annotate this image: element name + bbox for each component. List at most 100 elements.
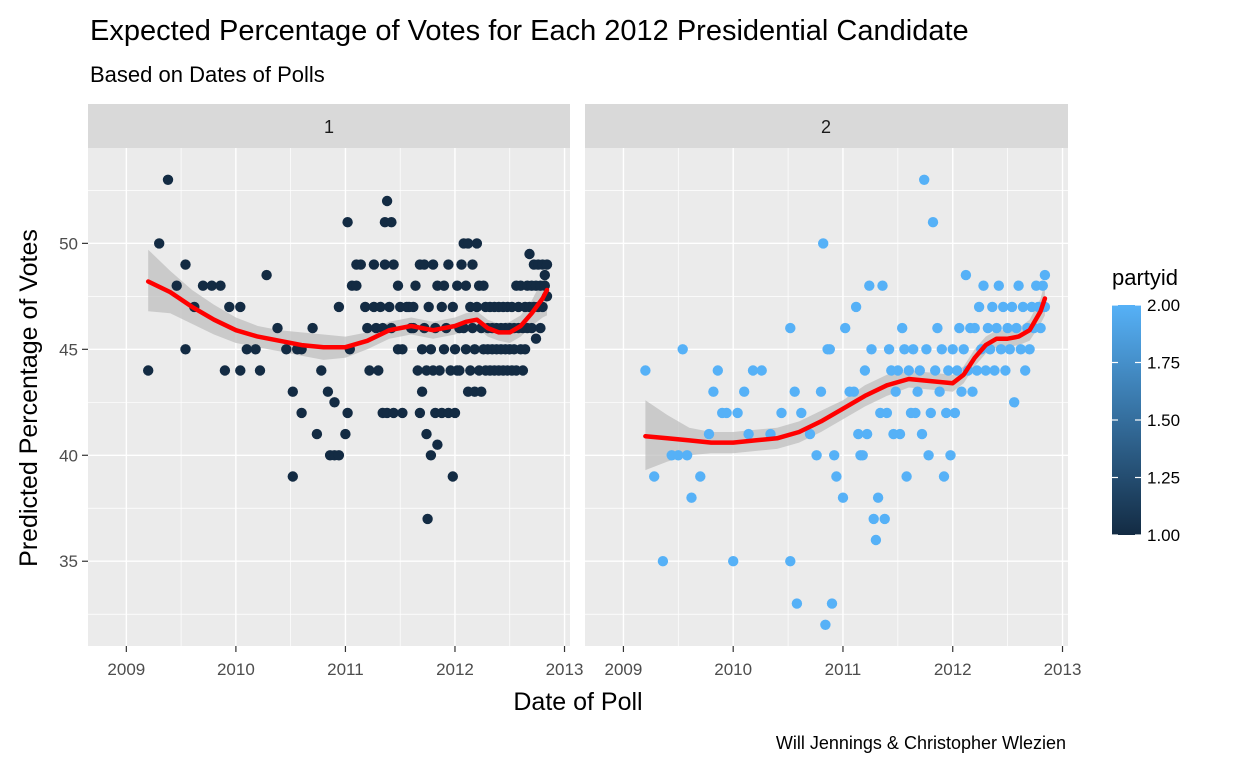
data-point (1000, 365, 1011, 376)
x-tick-label: 2010 (714, 660, 752, 679)
data-point (850, 301, 862, 313)
x-tick-label: 2013 (1044, 660, 1082, 679)
data-point (541, 259, 553, 270)
data-point (1009, 397, 1020, 408)
data-point (235, 365, 246, 376)
data-point (892, 365, 904, 376)
strip-label-1: 1 (324, 117, 334, 137)
x-axis-ticks-panel-1: 2009 2010 2011 2012 2013 (107, 646, 583, 679)
data-point (1002, 322, 1013, 334)
data-point (804, 428, 816, 440)
data-point (908, 344, 919, 355)
legend-tick-label: 2.00 (1147, 296, 1180, 315)
data-point (866, 344, 877, 355)
data-point (419, 259, 430, 270)
data-point (206, 280, 217, 291)
data-point (831, 471, 842, 482)
data-point (447, 471, 458, 482)
data-point (517, 365, 529, 376)
data-point (471, 301, 483, 313)
data-point (649, 471, 660, 482)
data-point (272, 322, 283, 334)
data-point (197, 280, 209, 291)
data-point (386, 217, 397, 228)
data-point (355, 259, 366, 270)
data-point (469, 344, 480, 355)
data-point (467, 259, 478, 270)
data-point (837, 492, 849, 503)
data-point (162, 174, 174, 185)
data-point (673, 450, 684, 461)
data-point (530, 333, 542, 344)
data-point (881, 407, 893, 419)
data-point (870, 534, 882, 546)
data-point (410, 280, 421, 291)
data-point (462, 238, 474, 249)
x-axis-title: Date of Poll (513, 688, 642, 716)
data-point (899, 344, 910, 355)
data-point (414, 407, 426, 419)
data-point (930, 365, 941, 376)
y-tick-label: 45 (59, 340, 78, 359)
data-point (971, 365, 983, 376)
data-point (829, 450, 840, 461)
x-tick-label: 2011 (825, 660, 862, 679)
data-point (840, 322, 851, 334)
legend-ticks: 2.00 1.75 1.50 1.25 1.00 (1112, 296, 1180, 545)
data-point (732, 407, 743, 419)
data-point (894, 428, 906, 440)
x-tick-label: 2012 (934, 660, 972, 679)
data-point (818, 238, 829, 249)
smooth-line (643, 296, 1048, 445)
data-point (360, 301, 371, 313)
data-point (796, 407, 807, 419)
data-point (447, 301, 458, 313)
data-point (747, 365, 759, 376)
data-point (703, 428, 715, 440)
data-point (743, 428, 754, 440)
data-point (373, 365, 384, 376)
data-point (980, 365, 991, 376)
y-axis-title: Predicted Percentage of Votes (15, 229, 43, 567)
x-axis-ticks-panel-2: 2009 2010 2011 2012 2013 (605, 646, 1082, 679)
data-point (438, 280, 450, 291)
legend-title: partyid (1112, 265, 1178, 290)
data-point (381, 195, 393, 207)
data-point (938, 471, 950, 482)
x-tick-label: 2009 (605, 660, 643, 679)
data-point (934, 386, 945, 397)
legend-tick-label: 1.25 (1147, 469, 1180, 488)
data-point (657, 556, 669, 567)
data-point (351, 280, 362, 291)
data-point (872, 492, 884, 503)
data-point (235, 301, 246, 313)
data-point (421, 428, 432, 440)
data-point (180, 259, 191, 270)
panel-background (88, 148, 570, 646)
data-point (824, 344, 835, 355)
data-point (379, 259, 391, 270)
x-tick-label: 2012 (436, 660, 474, 679)
data-point (848, 386, 860, 397)
data-point (826, 598, 838, 609)
points-series-2 (640, 174, 1051, 630)
data-point (384, 301, 395, 313)
data-point (476, 386, 487, 397)
data-point (425, 344, 437, 355)
data-point (927, 217, 939, 228)
data-point (815, 386, 827, 397)
data-point (1004, 344, 1015, 355)
data-point (460, 344, 472, 355)
strip-background (88, 104, 570, 148)
data-point (425, 450, 437, 461)
data-point (456, 259, 467, 270)
data-point (998, 301, 1009, 313)
facet-panel-1: 1 (88, 104, 570, 646)
data-point (987, 301, 998, 313)
data-point (951, 365, 963, 376)
data-point (681, 450, 693, 461)
data-point (941, 407, 952, 419)
data-point (1006, 301, 1018, 313)
data-point (868, 513, 879, 525)
